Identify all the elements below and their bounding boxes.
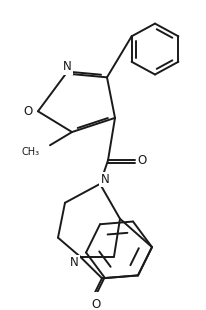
- Text: N: N: [69, 256, 78, 269]
- Text: CH₃: CH₃: [22, 147, 40, 157]
- Text: O: O: [24, 105, 33, 118]
- Text: O: O: [137, 154, 146, 167]
- Text: O: O: [91, 298, 100, 310]
- Text: N: N: [62, 60, 71, 73]
- Text: N: N: [100, 173, 109, 186]
